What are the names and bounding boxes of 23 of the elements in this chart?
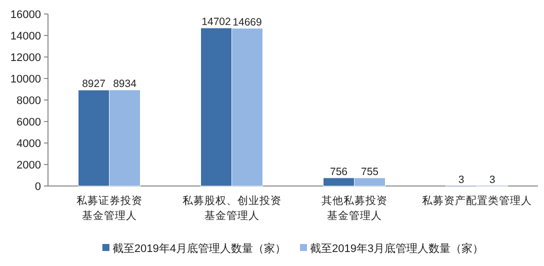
x-tick-label: 私募股权、创业投资基金管理人 [182, 194, 282, 222]
y-tick-label: 16000 [10, 9, 41, 21]
legend-label: 截至2019年3月底管理人数量（家） [310, 242, 484, 255]
data-label: 3 [458, 174, 464, 186]
y-tick-label: 6000 [16, 116, 41, 128]
x-tick-label: 其他私募投资基金管理人 [321, 194, 388, 222]
data-label: 14669 [232, 16, 262, 28]
y-tick-label: 8000 [16, 95, 41, 107]
y-tick-label: 10000 [10, 74, 41, 86]
x-tick-label: 私募证券投资基金管理人 [76, 194, 142, 222]
legend-label: 截至2019年4月底管理人数量（家） [112, 242, 286, 255]
y-tick-label: 4000 [16, 138, 41, 150]
data-label: 8927 [82, 78, 106, 90]
y-tick-label: 2000 [16, 160, 41, 172]
data-label: 3 [489, 174, 496, 186]
data-label: 8934 [113, 78, 137, 90]
y-tick-label: 0 [34, 181, 41, 193]
x-tick-label: 私募资产配置类管理人 [422, 194, 532, 207]
y-tick-label: 12000 [10, 52, 41, 64]
y-tick-label: 14000 [10, 30, 41, 42]
data-label: 755 [360, 166, 379, 178]
data-label: 14702 [202, 16, 232, 28]
data-label: 756 [330, 166, 348, 178]
